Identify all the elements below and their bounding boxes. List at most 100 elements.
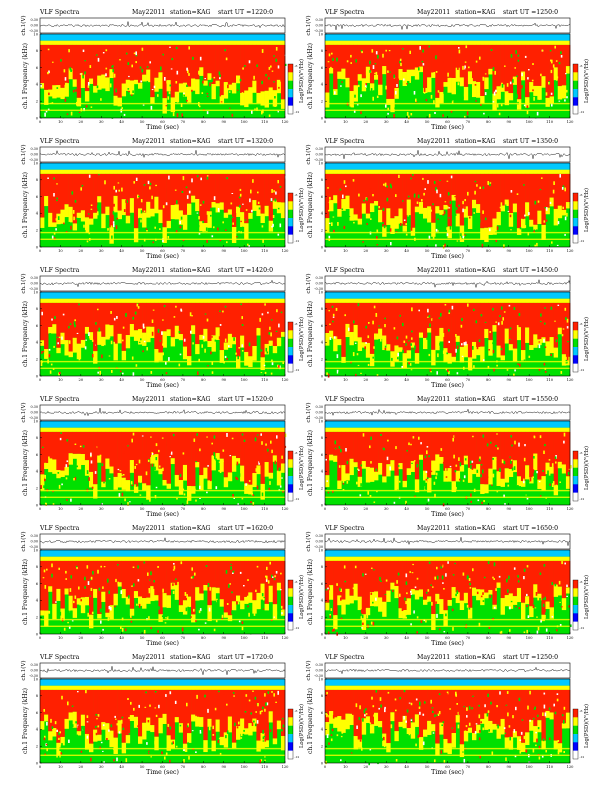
spectral-column [276, 337, 282, 347]
spectral-speckle [277, 364, 279, 368]
spectral-speckle [504, 239, 506, 242]
x-tick-label: 20 [79, 636, 84, 640]
spectral-speckle [455, 486, 457, 490]
y-tick-label: 0 [321, 245, 324, 249]
spectral-column [182, 214, 188, 230]
spectral-speckle [547, 92, 550, 94]
spectral-speckle [65, 464, 68, 468]
spectral-column [378, 173, 383, 210]
spectral-speckle [166, 80, 168, 84]
spectral-column [402, 44, 407, 72]
waveform-tick-label: 0.30 [315, 663, 323, 667]
spectral-speckle [231, 216, 234, 218]
spectral-column [374, 471, 379, 481]
spectral-speckle [196, 694, 198, 699]
spectral-speckle [395, 440, 397, 443]
spectral-speckle [261, 313, 264, 316]
spectral-column [256, 44, 261, 93]
spectral-speckle [150, 587, 153, 589]
spectral-speckle [57, 216, 60, 220]
spectral-column [93, 212, 98, 219]
spectral-speckle [440, 448, 443, 451]
waveform-tick-label: 0.30 [30, 147, 38, 151]
spectral-column [369, 44, 375, 84]
x-tick-label: 20 [79, 378, 84, 382]
spectral-speckle [416, 358, 418, 360]
spectral-speckle [213, 114, 216, 117]
spectral-column [199, 717, 204, 727]
spectral-speckle [124, 628, 127, 632]
spectral-speckle [252, 179, 254, 183]
spectral-speckle [75, 217, 78, 220]
spectral-column [402, 560, 407, 610]
spectral-column [463, 730, 469, 742]
spectral-column [272, 346, 278, 354]
spectral-speckle [443, 90, 445, 94]
spectral-speckle [261, 441, 263, 445]
y-tick-label: 2 [321, 487, 323, 491]
spectral-speckle [82, 445, 85, 448]
spectral-speckle [329, 613, 331, 616]
spectral-speckle [146, 722, 148, 726]
spectral-speckle [430, 94, 433, 99]
spectral-speckle [262, 581, 265, 583]
spectral-column [80, 689, 86, 715]
spectral-speckle [90, 739, 93, 743]
spectral-speckle [544, 370, 547, 373]
waveform-trace [324, 666, 571, 675]
spectral-speckle [549, 49, 552, 52]
spectral-speckle [240, 737, 243, 739]
spectral-column [516, 327, 522, 341]
spectral-speckle [332, 216, 335, 218]
spectral-speckle [342, 194, 344, 199]
spectral-column [365, 66, 371, 84]
spectral-speckle [403, 219, 406, 221]
x-tick-label: 40 [404, 507, 409, 511]
spectral-speckle [92, 364, 94, 368]
spectral-column [268, 431, 274, 473]
spectral-speckle [67, 621, 69, 624]
spectral-speckle [133, 707, 135, 711]
spectral-column [529, 431, 534, 478]
spectral-column [162, 302, 167, 332]
spectral-speckle [69, 588, 72, 592]
spectral-speckle [434, 576, 436, 580]
spectral-speckle [270, 501, 273, 503]
spectral-speckle [149, 579, 151, 581]
y-tick-label: 6 [36, 711, 39, 715]
spectral-speckle [459, 462, 462, 467]
spectral-column [121, 350, 127, 361]
spectral-column [508, 93, 514, 101]
spectral-speckle [403, 566, 405, 568]
spectral-speckle [143, 629, 146, 634]
colorbar-frame [287, 579, 294, 631]
spectral-speckle [428, 235, 431, 239]
spectral-speckle [507, 484, 510, 487]
spectral-column [418, 44, 424, 67]
spectral-speckle [247, 243, 249, 246]
spectral-speckle [115, 88, 117, 93]
spectral-speckle [362, 622, 364, 625]
spectral-column [496, 726, 501, 739]
spectral-speckle [454, 562, 456, 565]
spectral-column [84, 460, 90, 476]
spectral-speckle [259, 759, 261, 764]
spectral-column [455, 592, 461, 604]
spectral-column [329, 302, 334, 331]
x-tick-label: 10 [343, 765, 348, 769]
spectral-column [203, 689, 208, 741]
spectral-speckle [338, 371, 340, 376]
x-axis-label: Time (sec) [146, 382, 179, 389]
title-date: May22011 [132, 9, 165, 16]
panel-title: VLF Spectra May22011 station=KAG start UT =… [324, 654, 558, 661]
spectral-speckle [84, 346, 87, 350]
spectral-speckle [348, 327, 350, 332]
spectral-speckle [67, 701, 69, 706]
spectral-speckle [495, 444, 497, 447]
spectral-speckle [241, 498, 244, 500]
spectral-column [427, 596, 432, 602]
spectral-column [369, 724, 375, 734]
spectral-speckle [534, 607, 537, 609]
spectral-speckle [330, 338, 333, 341]
